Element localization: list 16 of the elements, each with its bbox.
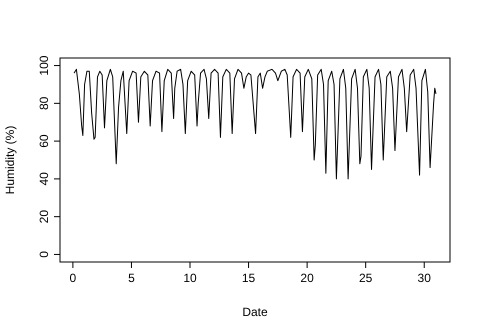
- line-series: [74, 68, 436, 180]
- y-tick-label: 60: [37, 134, 51, 148]
- x-tick-label: 25: [358, 271, 373, 285]
- y-tick-label: 100: [37, 55, 51, 76]
- y-tick-label: 20: [37, 210, 51, 224]
- x-tick-label: 0: [70, 271, 77, 285]
- x-tick-label: 30: [418, 271, 432, 285]
- x-tick-label: 20: [300, 271, 314, 285]
- y-tick-label: 80: [37, 96, 51, 110]
- x-tick-label: 10: [183, 271, 197, 285]
- y-tick-label: 40: [37, 172, 51, 186]
- x-axis-title: Date: [242, 305, 268, 319]
- x-tick-label: 15: [242, 271, 256, 285]
- y-tick-label: 0: [37, 250, 51, 258]
- x-tick-label: 5: [128, 271, 136, 285]
- y-axis-title: Humidity (%): [3, 126, 17, 194]
